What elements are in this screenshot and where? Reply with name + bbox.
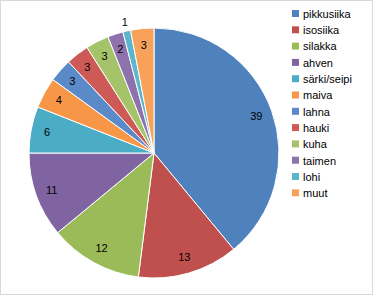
data-label: 3 (84, 61, 90, 73)
legend-swatch (292, 75, 299, 82)
legend-item: lahna (292, 106, 331, 118)
legend-label: maiva (303, 89, 333, 101)
legend-item: muut (292, 187, 327, 199)
chart: 3913121164333213pikkusiikaisosiikasilakk… (0, 0, 373, 295)
legend-item: taimen (292, 155, 336, 167)
pie-slice (29, 153, 154, 233)
legend-swatch (292, 26, 299, 33)
legend-item: isosiika (292, 24, 340, 36)
data-label: 39 (250, 110, 262, 122)
legend-swatch (292, 140, 299, 147)
legend-swatch (292, 124, 299, 131)
legend-swatch (292, 59, 299, 66)
legend-swatch (292, 10, 299, 17)
legend-swatch (292, 43, 299, 50)
legend-item: ahven (292, 57, 333, 69)
pie-slice (138, 153, 233, 278)
legend-label: kuha (303, 138, 328, 150)
legend-label: muut (303, 187, 327, 199)
pie (29, 28, 279, 278)
data-label: 6 (44, 126, 50, 138)
legend-item: kuha (292, 138, 328, 150)
legend-swatch (292, 92, 299, 99)
legend-swatch (292, 108, 299, 115)
legend-label: särki/seipi (303, 73, 352, 85)
chart-frame (1, 1, 373, 295)
legend-label: lohi (303, 171, 320, 183)
legend-swatch (292, 189, 299, 196)
legend-item: hauki (292, 122, 329, 134)
data-label: 2 (117, 43, 123, 55)
data-label: 4 (56, 94, 62, 106)
legend-item: pikkusiika (292, 8, 352, 20)
legend-item: maiva (292, 89, 333, 101)
data-label: 1 (122, 16, 128, 28)
legend-item: silakka (292, 40, 338, 52)
legend-label: ahven (303, 57, 333, 69)
data-label: 13 (178, 251, 190, 263)
data-label: 3 (102, 50, 108, 62)
slices (29, 28, 279, 278)
legend-label: pikkusiika (303, 8, 352, 20)
legend-label: lahna (303, 106, 331, 118)
legend: pikkusiika isosiika silakka ahven särki/seip… (292, 8, 352, 199)
data-labels: 3913121164333213 (44, 16, 262, 263)
data-label: 11 (46, 184, 57, 196)
data-label: 3 (141, 39, 147, 51)
legend-swatch (292, 157, 299, 164)
legend-label: isosiika (303, 24, 340, 36)
data-label: 3 (69, 75, 75, 87)
legend-label: hauki (303, 122, 329, 134)
legend-item: särki/seipi (292, 73, 352, 85)
legend-item: lohi (292, 171, 320, 183)
legend-label: silakka (303, 40, 338, 52)
data-label: 12 (95, 242, 107, 254)
legend-label: taimen (303, 155, 336, 167)
pie-slice (131, 28, 154, 153)
legend-swatch (292, 173, 299, 180)
